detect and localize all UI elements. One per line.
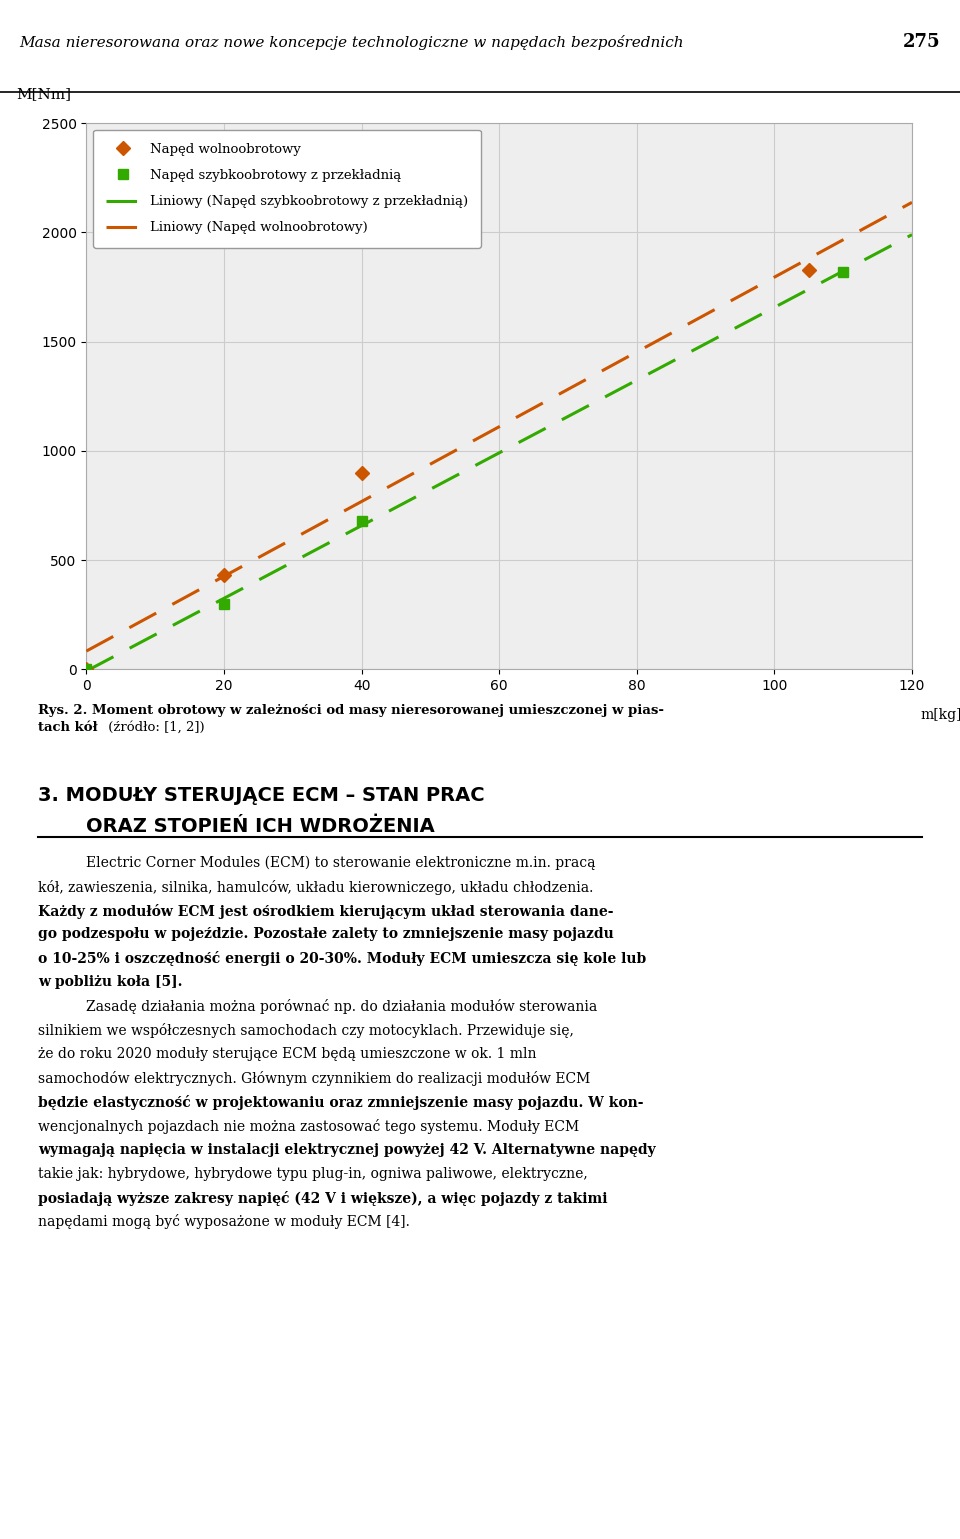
Text: takie jak: hybrydowe, hybrydowe typu plug-in, ogniwa paliwowe, elektryczne,: takie jak: hybrydowe, hybrydowe typu plu… <box>38 1167 588 1180</box>
Text: w pobliżu koła [5].: w pobliżu koła [5]. <box>38 976 183 990</box>
Text: będzie elastyczność w projektowaniu oraz zmniejszenie masy pojazdu. W kon-: będzie elastyczność w projektowaniu oraz… <box>38 1094 644 1110</box>
Text: Zasadę działania można porównać np. do działania modułów sterowania: Zasadę działania można porównać np. do d… <box>86 999 598 1014</box>
Text: M[Nm]: M[Nm] <box>16 88 71 102</box>
Text: wencjonalnych pojazdach nie można zastosować tego systemu. Moduły ECM: wencjonalnych pojazdach nie można zastos… <box>38 1119 580 1134</box>
Text: że do roku 2020 moduły sterujące ECM będą umieszczone w ok. 1 mln: że do roku 2020 moduły sterujące ECM będ… <box>38 1047 537 1060</box>
Legend: Napęd wolnoobrotowy, Napęd szybkoobrotowy z przekładnią, Liniowy (Napęd szybkoob: Napęd wolnoobrotowy, Napęd szybkoobrotow… <box>93 129 481 248</box>
Text: m[kg]: m[kg] <box>921 708 960 722</box>
Text: tach kół: tach kół <box>38 720 98 734</box>
Text: ORAZ STOPIEŃ ICH WDROŻENIA: ORAZ STOPIEŃ ICH WDROŻENIA <box>86 817 435 836</box>
Text: posiadają wyższe zakresy napięć (42 V i większe), a więc pojazdy z takimi: posiadają wyższe zakresy napięć (42 V i … <box>38 1191 608 1205</box>
Text: 275: 275 <box>903 32 941 51</box>
Text: Electric Corner Modules (ECM) to sterowanie elektroniczne m.in. pracą: Electric Corner Modules (ECM) to sterowa… <box>86 856 596 870</box>
Text: samochodów elektrycznych. Głównym czynnikiem do realizacji modułów ECM: samochodów elektrycznych. Głównym czynni… <box>38 1071 590 1087</box>
Text: Masa nieresorowana oraz nowe koncepcje technologiczne w napędach bezpośrednich: Masa nieresorowana oraz nowe koncepcje t… <box>19 34 684 49</box>
Text: 3. MODUŁY STERUJĄCE ECM – STAN PRAC: 3. MODUŁY STERUJĄCE ECM – STAN PRAC <box>38 785 485 805</box>
Text: napędami mogą być wyposażone w moduły ECM [4].: napędami mogą być wyposażone w moduły EC… <box>38 1214 410 1230</box>
Text: Każdy z modułów ECM jest ośrodkiem kierującym układ sterowania dane-: Każdy z modułów ECM jest ośrodkiem kieru… <box>38 903 613 919</box>
Text: Rys. 2. Moment obrotowy w zależności od masy nieresorowanej umieszczonej w pias-: Rys. 2. Moment obrotowy w zależności od … <box>38 703 664 717</box>
Text: kół, zawieszenia, silnika, hamulców, układu kierowniczego, układu chłodzenia.: kół, zawieszenia, silnika, hamulców, ukł… <box>38 880 594 894</box>
Text: silnikiem we współczesnych samochodach czy motocyklach. Przewiduje się,: silnikiem we współczesnych samochodach c… <box>38 1023 574 1039</box>
Text: o 10-25% i oszczędność energii o 20-30%. Moduły ECM umieszcza się kole lub: o 10-25% i oszczędność energii o 20-30%.… <box>38 951 647 966</box>
Text: wymagają napięcia w instalacji elektrycznej powyżej 42 V. Alternatywne napędy: wymagają napięcia w instalacji elektrycz… <box>38 1142 656 1157</box>
Text: go podzespołu w pojeździe. Pozostałe zalety to zmniejszenie masy pojazdu: go podzespołu w pojeździe. Pozostałe zal… <box>38 928 614 942</box>
Text: (źródło: [1, 2]): (źródło: [1, 2]) <box>104 720 204 734</box>
